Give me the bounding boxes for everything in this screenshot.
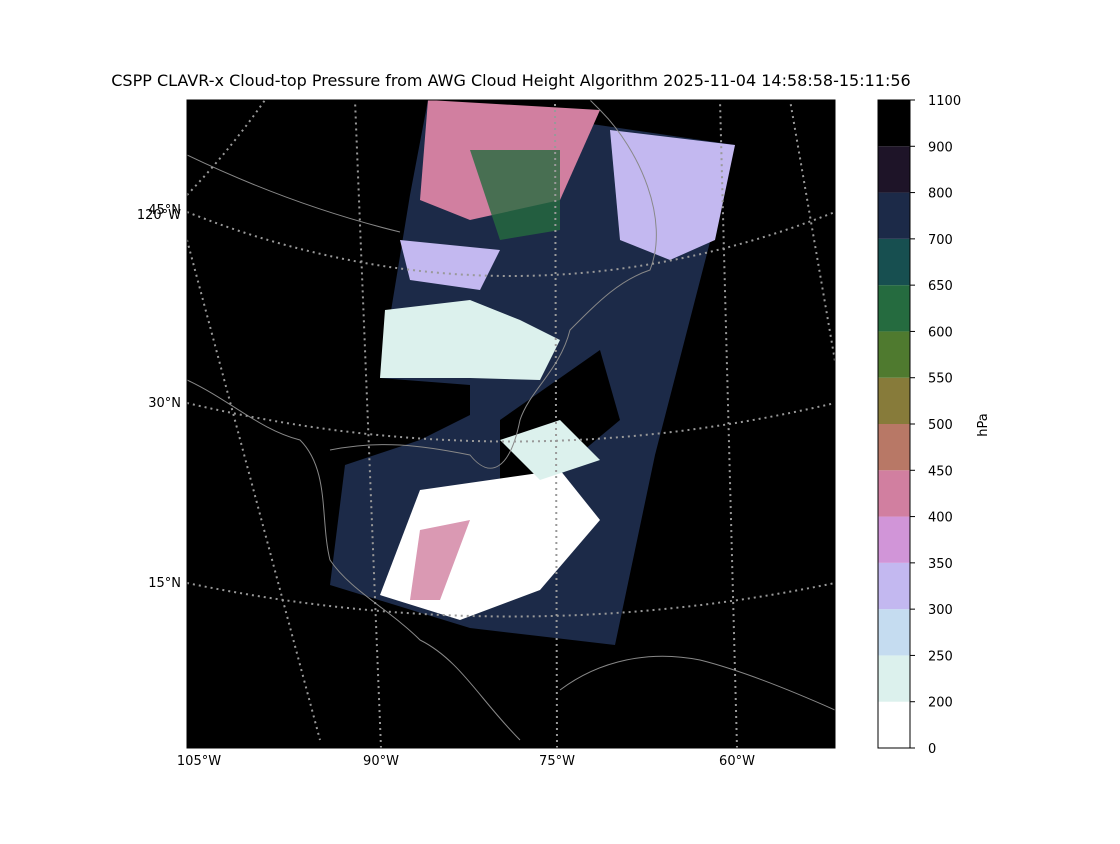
colorbar-segment xyxy=(878,285,910,332)
graticule xyxy=(187,100,835,748)
lat-label: 15°N xyxy=(148,576,181,591)
colorbar-tick-label: 700 xyxy=(928,233,953,248)
colorbar-label: hPa xyxy=(976,413,991,436)
colorbar-segment xyxy=(878,516,910,563)
colorbar-tick-label: 450 xyxy=(928,464,953,479)
lat-label: 45°N xyxy=(148,203,181,218)
colorbar-segment xyxy=(878,655,910,702)
colorbar-segment xyxy=(878,562,910,610)
cloud-patch xyxy=(610,130,735,260)
map-frame xyxy=(186,99,836,749)
colorbar-tick-label: 800 xyxy=(928,187,953,202)
lon-label: 60°W xyxy=(719,754,755,769)
colorbar-segment xyxy=(878,701,910,748)
colorbar-tick-label: 500 xyxy=(928,418,953,433)
cloud-patch xyxy=(380,300,560,380)
coastlines xyxy=(187,100,835,741)
colorbar-tick-label: 400 xyxy=(928,511,953,526)
colorbar-tick-label: 350 xyxy=(928,557,953,572)
colorbar-tick-label: 600 xyxy=(928,325,953,340)
colorbar-segment xyxy=(878,609,910,656)
cloud-patch xyxy=(470,150,560,240)
map xyxy=(186,99,836,749)
colorbar-tick-label: 900 xyxy=(928,140,953,155)
lon-label: 105°W xyxy=(177,754,221,769)
colorbar-tick-label: 250 xyxy=(928,649,953,664)
colorbar-segment xyxy=(878,377,910,424)
colorbar-segment xyxy=(878,238,910,286)
colorbar-segment xyxy=(878,100,910,147)
colorbar-segment xyxy=(878,146,910,193)
colorbar-tick-label: 550 xyxy=(928,372,953,387)
lon-label: 75°W xyxy=(539,754,575,769)
colorbar-tick-label: 1100 xyxy=(928,94,961,109)
cloud-patch xyxy=(410,520,470,600)
colorbar-tick-label: 650 xyxy=(928,279,953,294)
colorbar-segment xyxy=(878,331,910,378)
lat-label: 30°N xyxy=(148,396,181,411)
cloud-patch xyxy=(500,420,600,480)
lat-label: 120°W xyxy=(137,208,181,223)
colorbar-tick-label: 200 xyxy=(928,696,953,711)
lon-label: 90°W xyxy=(363,754,399,769)
colorbar-segment xyxy=(878,192,910,239)
title: CSPP CLAVR-x Cloud-top Pressure from AWG… xyxy=(111,71,910,90)
colorbar-tick-label: 0 xyxy=(928,742,936,757)
colorbar-tick-label: 300 xyxy=(928,603,953,618)
colorbar-segment xyxy=(878,470,910,517)
cloud-patch xyxy=(400,240,500,290)
colorbar-segment xyxy=(878,424,910,471)
